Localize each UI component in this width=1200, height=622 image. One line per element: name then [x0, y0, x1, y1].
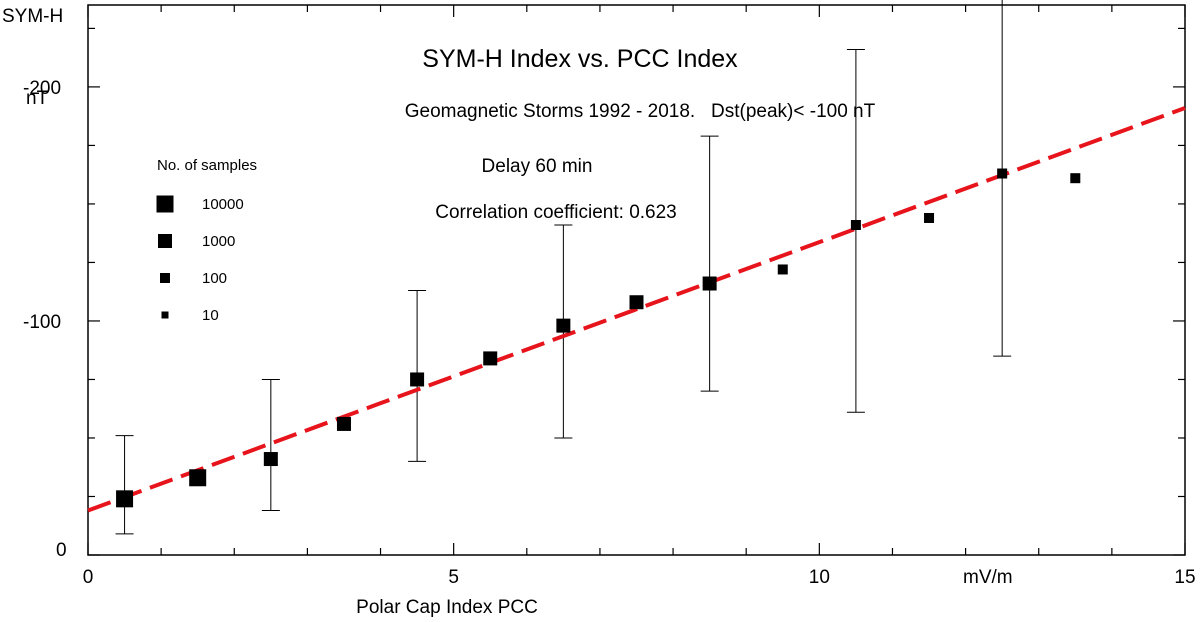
y-tick-label: -100 [23, 312, 61, 333]
legend-marker [156, 195, 174, 213]
y-tick-label: 0 [56, 540, 67, 561]
x-tick-label: 10 [809, 567, 830, 588]
data-point [702, 276, 717, 291]
legend-label: 1000 [202, 233, 235, 250]
legend-label: 10 [202, 307, 219, 324]
legend-label: 10000 [202, 196, 244, 213]
legend-label: 100 [202, 270, 227, 287]
y-axis-label: SYM-H [2, 6, 63, 27]
legend-title: No. of samples [157, 157, 257, 174]
x-tick-label: 0 [83, 567, 94, 588]
data-point [777, 264, 788, 275]
chart-subtitle: Geomagnetic Storms 1992 - 2018. Dst(peak… [405, 101, 876, 122]
data-point [336, 416, 351, 431]
data-point [997, 168, 1008, 179]
data-point [116, 490, 134, 508]
y-tick-label: -200 [23, 78, 61, 99]
x-axis-label: Polar Cap Index PCC [356, 597, 538, 618]
legend-marker [161, 311, 169, 319]
data-point [924, 212, 935, 223]
data-point [629, 295, 644, 310]
data-point [1070, 173, 1081, 184]
data-point [556, 318, 571, 333]
data-point [263, 452, 278, 467]
annotation-delay: Delay 60 min [482, 156, 593, 177]
legend-marker [160, 273, 170, 283]
legend-marker [158, 234, 172, 248]
legend: No. of samples 10000 1000 100 10 [156, 157, 257, 324]
x-tick-label: 15 [1174, 567, 1195, 588]
axis-ticks [87, 5, 1186, 556]
y-axis-unit: nT [26, 88, 49, 109]
data-points [116, 168, 1081, 508]
error-bars [115, 0, 1012, 535]
data-point [189, 469, 207, 487]
data-point [483, 351, 498, 366]
x-axis-unit: mV/m [963, 567, 1013, 588]
data-point [410, 372, 425, 387]
x-tick-label: 5 [448, 567, 459, 588]
annotation-correlation: Correlation coefficient: 0.623 [435, 202, 677, 223]
plot-frame [87, 4, 1186, 556]
chart-title: SYM-H Index vs. PCC Index [422, 45, 738, 73]
tick-labels: 0 5 10 15 0 -100 -200 [23, 78, 1196, 588]
data-point [850, 220, 861, 230]
